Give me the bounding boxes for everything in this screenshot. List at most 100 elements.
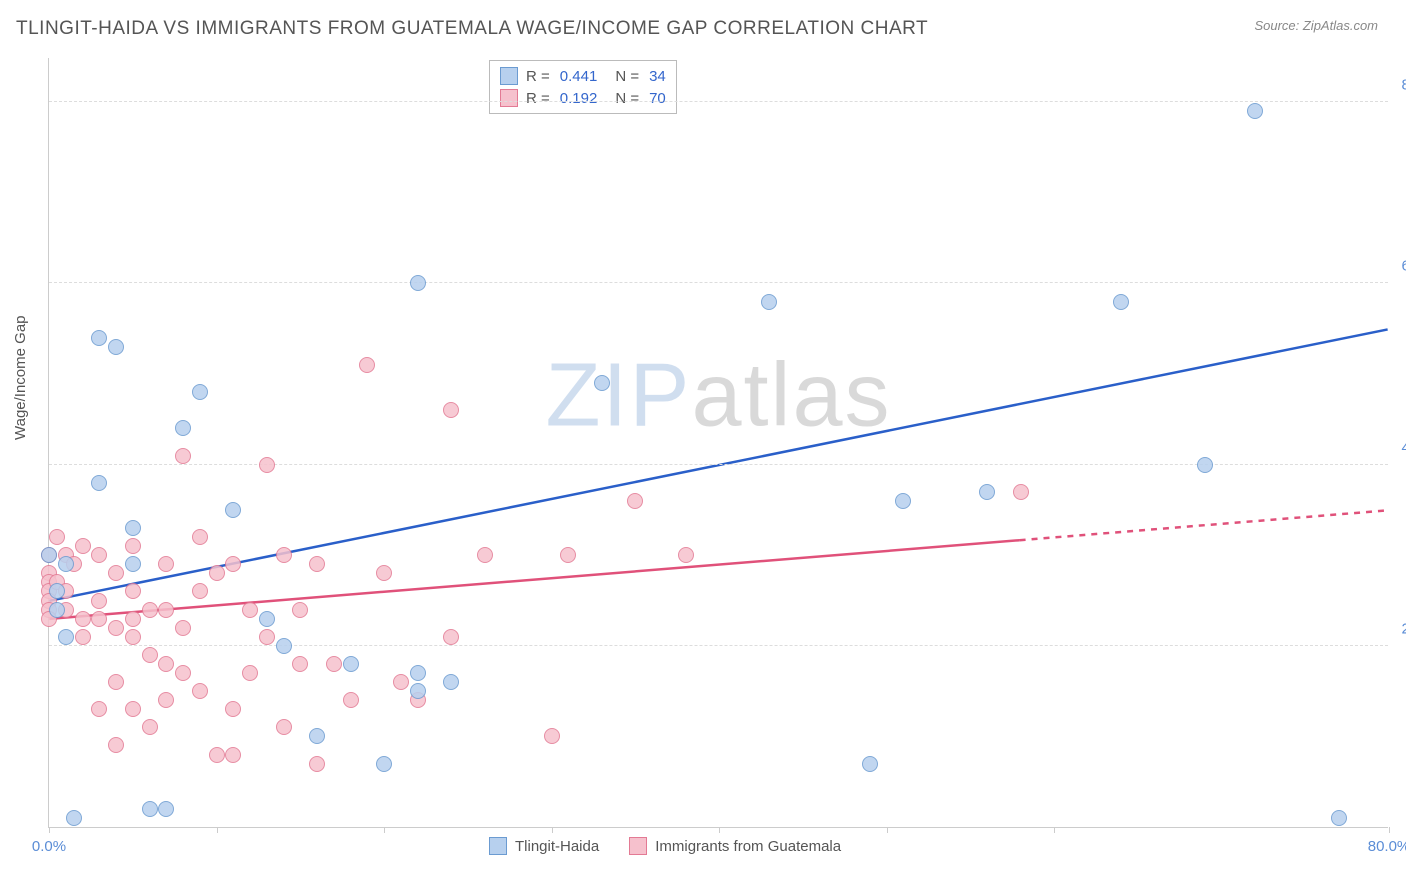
data-point-a [761, 294, 777, 310]
x-tick-label-end: 80.0% [1368, 838, 1406, 855]
data-point-b [192, 583, 208, 599]
data-point-b [142, 602, 158, 618]
data-point-b [292, 602, 308, 618]
data-point-a [175, 420, 191, 436]
data-point-b [477, 547, 493, 563]
data-point-b [192, 529, 208, 545]
data-point-b [108, 674, 124, 690]
data-point-a [49, 583, 65, 599]
data-point-b [259, 457, 275, 473]
data-point-a [343, 656, 359, 672]
data-point-b [209, 747, 225, 763]
data-point-a [1197, 457, 1213, 473]
x-tick [1389, 827, 1390, 833]
data-point-b [192, 683, 208, 699]
data-point-b [91, 547, 107, 563]
data-point-a [91, 330, 107, 346]
data-point-b [678, 547, 694, 563]
data-point-b [49, 529, 65, 545]
data-point-a [58, 556, 74, 572]
data-point-a [376, 756, 392, 772]
data-point-b [175, 665, 191, 681]
data-point-b [108, 620, 124, 636]
data-point-b [125, 538, 141, 554]
data-point-b [158, 656, 174, 672]
data-point-b [309, 556, 325, 572]
data-point-a [91, 475, 107, 491]
data-point-b [158, 692, 174, 708]
data-point-b [75, 629, 91, 645]
data-point-b [242, 602, 258, 618]
swatch-a2 [489, 837, 507, 855]
data-point-b [108, 737, 124, 753]
data-point-b [376, 565, 392, 581]
source-attribution: Source: ZipAtlas.com [1254, 18, 1378, 33]
data-point-b [627, 493, 643, 509]
data-point-b [1013, 484, 1029, 500]
data-point-b [544, 728, 560, 744]
swatch-a [500, 67, 518, 85]
data-point-b [108, 565, 124, 581]
data-point-b [158, 556, 174, 572]
data-point-a [125, 520, 141, 536]
data-point-b [142, 647, 158, 663]
data-point-b [91, 701, 107, 717]
gridline [49, 282, 1388, 283]
legend-row-b: R =0.192 N =70 [500, 87, 666, 109]
data-point-a [225, 502, 241, 518]
data-point-a [125, 556, 141, 572]
trend-lines [49, 58, 1388, 827]
gridline [49, 645, 1388, 646]
x-tick [384, 827, 385, 833]
data-point-b [209, 565, 225, 581]
y-tick-label: 80.0% [1401, 77, 1406, 94]
data-point-b [560, 547, 576, 563]
data-point-b [91, 593, 107, 609]
data-point-b [225, 556, 241, 572]
data-point-a [259, 611, 275, 627]
data-point-b [158, 602, 174, 618]
swatch-b [500, 89, 518, 107]
swatch-b2 [629, 837, 647, 855]
watermark: ZIPatlas [545, 345, 891, 448]
data-point-a [862, 756, 878, 772]
data-point-b [276, 547, 292, 563]
data-point-a [192, 384, 208, 400]
x-tick [887, 827, 888, 833]
series-legend: Tlingit-Haida Immigrants from Guatemala [489, 837, 841, 855]
data-point-b [225, 747, 241, 763]
data-point-b [142, 719, 158, 735]
legend-item-b: Immigrants from Guatemala [629, 837, 841, 855]
data-point-b [343, 692, 359, 708]
legend-label-a: Tlingit-Haida [515, 838, 599, 855]
legend-item-a: Tlingit-Haida [489, 837, 599, 855]
y-tick-label: 20.0% [1401, 620, 1406, 637]
data-point-a [410, 683, 426, 699]
x-tick [49, 827, 50, 833]
y-axis-label: Wage/Income Gap [12, 315, 29, 440]
data-point-b [175, 448, 191, 464]
data-point-a [58, 629, 74, 645]
data-point-a [49, 602, 65, 618]
data-point-a [309, 728, 325, 744]
data-point-b [75, 538, 91, 554]
gridline [49, 101, 1388, 102]
scatter-chart: ZIPatlas R =0.441 N =34 R =0.192 N =70 T… [48, 58, 1388, 828]
data-point-a [108, 339, 124, 355]
x-tick [552, 827, 553, 833]
data-point-b [292, 656, 308, 672]
data-point-a [443, 674, 459, 690]
data-point-b [443, 402, 459, 418]
data-point-b [359, 357, 375, 373]
y-tick-label: 60.0% [1401, 258, 1406, 275]
correlation-legend: R =0.441 N =34 R =0.192 N =70 [489, 60, 677, 114]
gridline [49, 464, 1388, 465]
data-point-b [75, 611, 91, 627]
x-tick [217, 827, 218, 833]
data-point-b [242, 665, 258, 681]
data-point-a [594, 375, 610, 391]
data-point-b [393, 674, 409, 690]
x-tick-label-start: 0.0% [32, 838, 66, 855]
data-point-a [1247, 103, 1263, 119]
data-point-b [125, 701, 141, 717]
